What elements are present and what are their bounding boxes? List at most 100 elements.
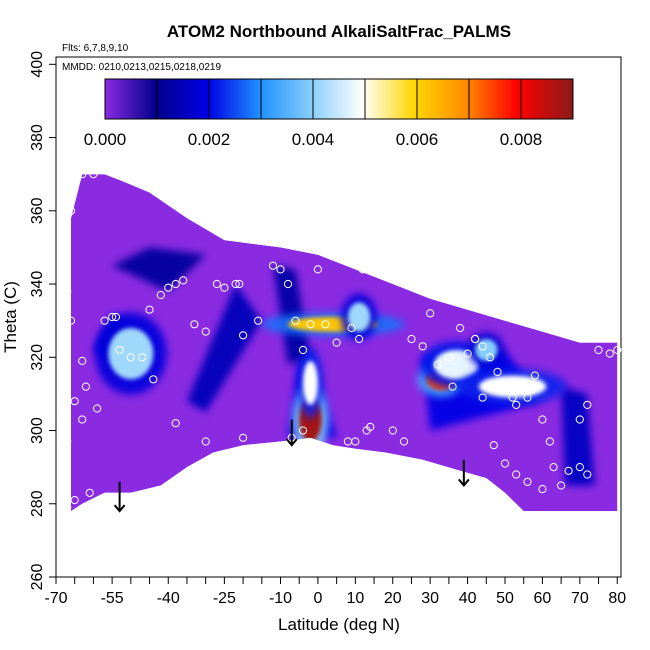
colorbar-tick-label: 0.006 bbox=[396, 130, 439, 149]
colorbar-tick-label: 0.000 bbox=[84, 130, 127, 149]
arrow-head-1 bbox=[285, 438, 298, 447]
sample-point bbox=[298, 426, 308, 435]
sample-point bbox=[231, 279, 240, 289]
sample-point bbox=[201, 327, 210, 336]
arrow-head-2 bbox=[458, 478, 470, 488]
x-tick-label: 60 bbox=[534, 590, 552, 607]
sample-point bbox=[201, 437, 210, 446]
sample-point bbox=[399, 437, 409, 446]
sample-point bbox=[485, 353, 495, 362]
sample-point bbox=[575, 463, 584, 472]
sample-point bbox=[108, 312, 117, 322]
sample-point bbox=[235, 279, 244, 289]
sample-point bbox=[212, 279, 221, 289]
sample-point bbox=[145, 305, 154, 314]
colorbar: 0.000 0.002 0.004 0.006 0.008 bbox=[84, 78, 574, 149]
y-tick-label: 280 bbox=[29, 490, 46, 517]
sample-point bbox=[239, 433, 248, 442]
sample-point bbox=[508, 393, 517, 402]
colorbar-tick-label: 0.008 bbox=[500, 130, 543, 149]
sample-point bbox=[605, 349, 614, 358]
dates-note: MMDD: 0210,0213,0215,0218,0219 bbox=[62, 62, 221, 73]
heatmap-spot-2 bbox=[302, 360, 318, 405]
sample-point bbox=[179, 276, 188, 285]
heatmap-background bbox=[71, 174, 618, 512]
sample-point bbox=[164, 283, 173, 292]
colorbar-tick-label: 0.004 bbox=[292, 130, 335, 149]
sample-point bbox=[471, 334, 480, 344]
sample-point bbox=[313, 265, 322, 274]
sample-point bbox=[66, 316, 76, 325]
sample-point bbox=[268, 261, 278, 270]
sample-point bbox=[78, 415, 87, 424]
sample-points-layer bbox=[59, 170, 622, 512]
sample-point bbox=[351, 437, 360, 446]
sample-point bbox=[171, 419, 180, 428]
sample-point bbox=[594, 345, 603, 355]
sample-point bbox=[298, 345, 308, 355]
sample-point bbox=[463, 349, 472, 358]
x-tick-label: -10 bbox=[269, 590, 292, 607]
sample-point bbox=[220, 283, 229, 292]
y-axis: 260 280 300 320 340 360 380 400 bbox=[29, 51, 56, 590]
y-tick-label: 380 bbox=[29, 124, 46, 151]
sample-point bbox=[538, 485, 547, 494]
sample-point bbox=[111, 312, 121, 322]
sample-point bbox=[254, 316, 263, 325]
sample-point bbox=[70, 496, 79, 505]
sample-point bbox=[426, 309, 435, 318]
x-tick-label: 10 bbox=[346, 590, 364, 607]
x-tick-label: 80 bbox=[608, 590, 626, 607]
x-tick-label: -40 bbox=[157, 590, 180, 607]
sample-point bbox=[414, 254, 423, 263]
arrows-layer bbox=[113, 419, 470, 513]
x-axis: -70 -55 -40 -25 -10 0 10 20 30 40 50 60 70 80 bbox=[44, 577, 626, 607]
sample-point bbox=[388, 265, 397, 274]
sample-point bbox=[366, 422, 375, 431]
sample-point bbox=[583, 470, 592, 479]
sample-point bbox=[512, 470, 521, 479]
plot-frame bbox=[55, 56, 622, 578]
sample-point bbox=[78, 356, 87, 365]
y-axis-title: Theta (C) bbox=[1, 281, 20, 353]
y-tick-label: 340 bbox=[29, 271, 46, 298]
heatmap-band-2 bbox=[187, 284, 262, 413]
sample-point bbox=[239, 331, 248, 340]
x-tick-label: 40 bbox=[459, 590, 477, 607]
sample-point bbox=[489, 441, 498, 450]
sample-point bbox=[527, 386, 536, 395]
sample-point bbox=[500, 382, 510, 391]
sample-point bbox=[575, 415, 584, 424]
sample-point bbox=[66, 206, 76, 215]
x-tick-label: -55 bbox=[101, 590, 124, 607]
sample-point bbox=[59, 269, 68, 278]
sample-point bbox=[583, 400, 592, 409]
sample-point bbox=[81, 382, 91, 391]
sample-point bbox=[418, 342, 427, 351]
x-tick-label: 30 bbox=[421, 590, 439, 607]
x-tick-label: 20 bbox=[384, 590, 402, 607]
sample-point bbox=[557, 481, 566, 490]
sample-point bbox=[171, 279, 180, 289]
sample-point bbox=[433, 360, 442, 369]
colorbar-ticks: 0.000 0.002 0.004 0.006 0.008 bbox=[84, 130, 543, 149]
sample-point bbox=[89, 170, 98, 179]
sample-point bbox=[115, 345, 124, 355]
heatmap-band-5 bbox=[561, 386, 595, 486]
x-axis-title: Latitude (deg N) bbox=[278, 615, 400, 634]
heatmap-spot-4 bbox=[347, 302, 371, 332]
sample-point bbox=[63, 437, 72, 446]
sample-point bbox=[493, 367, 502, 376]
sample-point bbox=[500, 459, 510, 468]
chart-title: ATOM2 Northbound AlkaliSaltFrac_PALMS bbox=[167, 22, 511, 41]
sample-point bbox=[478, 342, 487, 351]
sample-point bbox=[63, 287, 72, 296]
y-tick-label: 300 bbox=[29, 417, 46, 444]
sample-point bbox=[190, 320, 199, 329]
sample-point bbox=[321, 320, 330, 329]
sample-point bbox=[149, 375, 158, 384]
sample-point bbox=[448, 382, 457, 391]
y-tick-label: 260 bbox=[29, 564, 46, 591]
sample-point bbox=[126, 353, 135, 362]
sample-point bbox=[407, 334, 416, 344]
